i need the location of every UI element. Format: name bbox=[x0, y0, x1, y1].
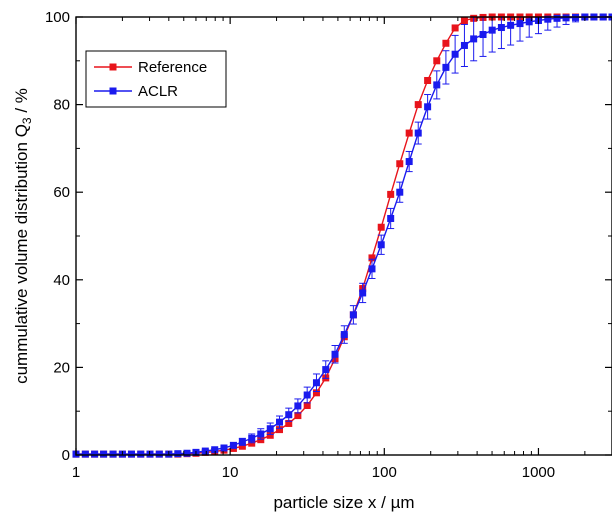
data-point bbox=[294, 402, 302, 410]
data-point bbox=[387, 214, 395, 222]
data-point bbox=[100, 450, 108, 458]
axes-layer: 0 20 40 60 80 100 1 10 100 1000 bbox=[45, 9, 612, 481]
y-axis-title: cummulative volume distribution Q3 / % bbox=[12, 88, 34, 384]
legend-entries: Reference ACLR bbox=[94, 59, 207, 100]
data-point bbox=[442, 63, 450, 71]
data-point bbox=[405, 158, 413, 166]
data-point bbox=[479, 31, 487, 39]
data-point bbox=[257, 430, 265, 438]
legend-marker bbox=[109, 63, 117, 71]
data-point bbox=[488, 26, 496, 34]
data-point bbox=[174, 450, 182, 458]
data-point bbox=[349, 311, 357, 319]
y-tick-label: 0 bbox=[62, 447, 70, 464]
data-point bbox=[137, 450, 145, 458]
data-point bbox=[359, 289, 367, 297]
data-point bbox=[331, 350, 339, 358]
legend-entry-reference: Reference bbox=[94, 59, 207, 76]
data-point bbox=[424, 77, 432, 85]
data-point bbox=[460, 17, 468, 25]
data-point bbox=[470, 35, 478, 43]
data-point bbox=[229, 441, 237, 449]
data-point bbox=[405, 129, 413, 137]
legend-marker bbox=[109, 87, 117, 95]
data-point bbox=[183, 449, 191, 457]
data-point bbox=[424, 103, 432, 111]
data-point bbox=[312, 389, 320, 397]
data-point bbox=[303, 391, 311, 399]
data-point bbox=[368, 254, 376, 262]
x-tick-label: 100 bbox=[372, 464, 397, 481]
data-point bbox=[442, 39, 450, 47]
y-tick-label: 60 bbox=[53, 184, 70, 201]
y-tick-label: 100 bbox=[45, 9, 70, 26]
data-point bbox=[451, 50, 459, 58]
data-point bbox=[368, 265, 376, 273]
data-point bbox=[276, 418, 284, 426]
data-point bbox=[497, 24, 505, 32]
data-point bbox=[414, 129, 422, 137]
data-point bbox=[201, 447, 209, 455]
data-point bbox=[285, 419, 293, 427]
data-point bbox=[387, 190, 395, 198]
legend-entry-aclr: ACLR bbox=[94, 83, 178, 100]
data-point bbox=[525, 18, 533, 26]
data-point bbox=[433, 57, 441, 65]
data-point bbox=[248, 434, 256, 442]
data-point bbox=[414, 101, 422, 109]
y-tick-label: 80 bbox=[53, 97, 70, 114]
x-axis-title: particle size x / µm bbox=[273, 493, 414, 512]
legend: Reference ACLR bbox=[85, 50, 227, 108]
data-point bbox=[312, 379, 320, 387]
data-point bbox=[266, 425, 274, 433]
data-point bbox=[553, 14, 561, 22]
data-point bbox=[396, 188, 404, 196]
data-point bbox=[562, 14, 570, 22]
y-tick-label: 40 bbox=[53, 272, 70, 289]
data-point bbox=[294, 412, 302, 420]
legend-label: ACLR bbox=[138, 83, 178, 100]
legend-box bbox=[85, 50, 227, 108]
y-tick-label: 20 bbox=[53, 359, 70, 376]
data-point bbox=[127, 450, 135, 458]
data-point bbox=[516, 20, 524, 28]
data-point bbox=[303, 402, 311, 410]
data-point bbox=[322, 366, 330, 374]
data-point bbox=[238, 442, 246, 450]
data-point bbox=[507, 21, 515, 29]
y-axis-title-main: cummulative volume distribution Q bbox=[12, 124, 31, 384]
data-point bbox=[340, 331, 348, 339]
data-point bbox=[377, 241, 385, 249]
data-point bbox=[109, 450, 117, 458]
plot-layer bbox=[72, 13, 612, 458]
x-tick-label: 10 bbox=[222, 464, 239, 481]
data-point bbox=[220, 444, 228, 452]
x-tick-label: 1 bbox=[72, 464, 80, 481]
data-point bbox=[155, 450, 163, 458]
data-point bbox=[433, 81, 441, 89]
data-point bbox=[377, 223, 385, 231]
y-axis-title-subscript: 3 bbox=[20, 117, 34, 124]
data-point bbox=[266, 431, 274, 439]
data-point bbox=[451, 24, 459, 32]
data-point bbox=[91, 450, 99, 458]
x-tick-label: 1000 bbox=[522, 464, 555, 481]
data-point bbox=[285, 411, 293, 419]
data-point bbox=[238, 438, 246, 446]
legend-label: Reference bbox=[138, 59, 207, 76]
data-point bbox=[211, 446, 219, 454]
data-point bbox=[544, 15, 552, 23]
data-point bbox=[396, 160, 404, 168]
data-point bbox=[81, 450, 89, 458]
data-point bbox=[460, 41, 468, 49]
data-point bbox=[276, 426, 284, 434]
y-axis-title-suffix: / % bbox=[12, 88, 31, 117]
